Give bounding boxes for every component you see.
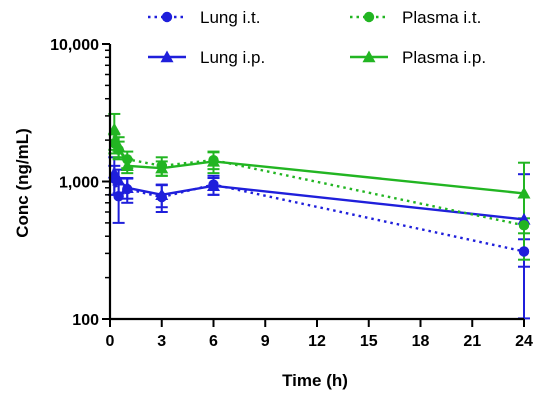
data-point	[518, 246, 530, 257]
axes: 100 1,000 10,000 0 3 6 9 12 15 18 21 24	[50, 37, 533, 350]
data-point	[518, 220, 530, 231]
x-tick-label: 12	[308, 333, 326, 350]
x-tick-label: 3	[157, 333, 166, 350]
legend-label: Lung i.p.	[200, 48, 265, 67]
legend-marker	[160, 50, 174, 63]
series-line	[113, 172, 525, 221]
data-point	[120, 159, 134, 172]
series-line-layer	[113, 128, 525, 253]
x-tick-label: 6	[209, 333, 218, 350]
data-point	[122, 154, 133, 165]
legend-label: Plasma i.t.	[402, 8, 481, 27]
x-tick-label: 18	[412, 333, 430, 350]
data-point	[517, 186, 531, 199]
x-tick-label: 21	[463, 333, 481, 350]
data-point	[207, 154, 220, 167]
series-line	[113, 128, 525, 195]
x-tick-label: 0	[106, 333, 115, 350]
data-point	[112, 139, 126, 152]
series-line	[113, 178, 525, 253]
data-point	[113, 191, 124, 202]
data-point	[120, 181, 134, 193]
marker-layer	[107, 122, 531, 257]
x-tick-label: 24	[515, 333, 533, 350]
x-tick-label: 15	[360, 333, 378, 350]
data-point	[155, 161, 169, 174]
y-tick-label: 100	[72, 312, 99, 329]
data-point	[155, 188, 169, 201]
legend-label: Lung i.t.	[200, 8, 261, 27]
y-axis-title: Conc (ng/mL)	[13, 128, 32, 238]
legend-marker	[362, 50, 376, 63]
x-tick-label: 9	[261, 333, 270, 350]
legend-marker	[161, 11, 173, 23]
data-point	[112, 173, 126, 186]
y-tick-label: 1,000	[59, 175, 99, 192]
legend-marker	[363, 11, 375, 23]
legend-label: Plasma i.p.	[402, 48, 486, 67]
x-axis-title: Time (h)	[282, 371, 348, 390]
legend: Lung i.t. Lung i.p. Plasma i.t. Plasma i.p.	[148, 8, 486, 67]
error-bar-layer	[108, 112, 530, 320]
y-tick-label: 10,000	[50, 37, 99, 54]
data-point	[207, 179, 220, 192]
